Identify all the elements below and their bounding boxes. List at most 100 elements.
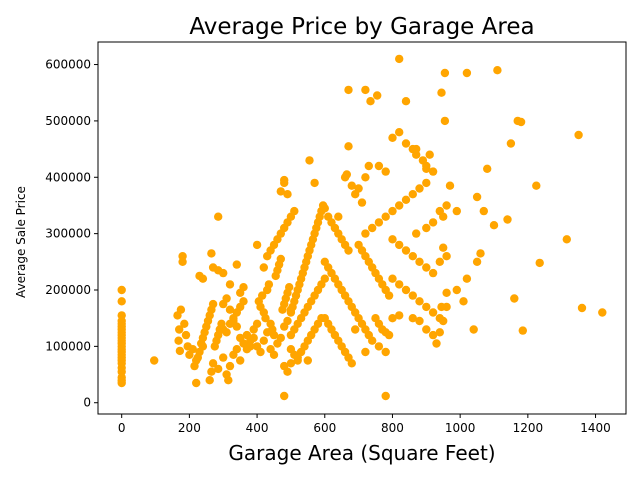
data-point — [232, 260, 241, 269]
x-tick-label: 1000 — [445, 421, 476, 435]
data-point — [269, 350, 279, 359]
data-point — [442, 288, 451, 297]
data-point — [280, 175, 289, 185]
data-point — [425, 150, 434, 159]
y-axis-ticks: 0 100000 200000 300000 400000 500000 600000 — [45, 58, 98, 410]
data-point — [374, 161, 384, 171]
data-point — [198, 342, 208, 351]
data-point — [452, 206, 461, 216]
data-point — [181, 330, 191, 340]
data-point — [401, 285, 411, 295]
data-point — [173, 311, 182, 320]
data-point — [347, 359, 356, 368]
data-point — [408, 252, 417, 261]
data-point — [395, 201, 404, 210]
data-point — [280, 391, 289, 401]
data-point — [264, 280, 274, 289]
data-point — [493, 66, 502, 75]
data-point — [246, 342, 255, 351]
data-point — [225, 305, 235, 314]
x-tick-label: 400 — [246, 421, 269, 435]
data-point — [222, 328, 231, 337]
data-point — [364, 161, 373, 171]
data-point — [381, 391, 390, 401]
data-point — [225, 361, 235, 371]
data-point — [408, 190, 417, 199]
data-point — [388, 133, 397, 142]
data-point — [445, 181, 455, 190]
data-point — [442, 252, 451, 261]
data-point — [442, 201, 451, 210]
data-point — [439, 243, 448, 252]
data-point — [388, 235, 397, 244]
data-point — [344, 85, 353, 95]
data-point — [249, 333, 258, 343]
data-point — [188, 345, 197, 354]
y-tick-label: 400000 — [45, 170, 91, 184]
data-point — [232, 322, 241, 331]
y-tick-label: 300000 — [45, 227, 91, 241]
data-point — [422, 263, 431, 272]
data-point — [412, 229, 421, 238]
x-axis-ticks: 0 200 400 600 800 1000 1200 1400 — [118, 414, 611, 435]
data-point — [357, 198, 367, 207]
data-point — [506, 139, 516, 148]
data-point — [428, 218, 438, 227]
data-point — [368, 336, 377, 345]
data-point — [422, 325, 431, 334]
y-tick-label: 500000 — [45, 114, 91, 128]
data-point — [117, 378, 126, 388]
data-point — [462, 68, 472, 78]
data-point — [459, 297, 468, 306]
data-point — [347, 181, 356, 190]
data-point — [518, 326, 527, 335]
x-tick-label: 600 — [313, 421, 336, 435]
data-point — [373, 91, 382, 100]
data-point — [252, 240, 262, 250]
data-point — [361, 347, 370, 357]
data-point — [303, 356, 312, 365]
data-point — [366, 97, 375, 106]
x-axis-label: Garage Area (Square Feet) — [228, 441, 495, 465]
axes-frame — [97, 41, 627, 415]
data-point — [384, 291, 394, 300]
data-point — [232, 345, 241, 354]
data-point — [276, 254, 285, 264]
data-point — [342, 170, 351, 179]
data-point — [219, 353, 228, 362]
data-point — [452, 285, 461, 295]
data-point — [178, 257, 187, 266]
data-point — [535, 258, 544, 268]
data-point — [205, 376, 214, 385]
data-point — [374, 218, 384, 227]
data-point — [432, 339, 441, 348]
data-point — [415, 184, 424, 193]
data-point — [150, 356, 159, 365]
data-point — [256, 347, 265, 357]
data-point — [351, 325, 360, 334]
data-point — [440, 68, 450, 78]
data-point — [483, 164, 492, 173]
data-point — [252, 319, 262, 328]
x-tick-label: 1200 — [513, 421, 544, 435]
data-point — [207, 249, 216, 258]
data-point — [261, 314, 270, 323]
data-point — [422, 302, 431, 312]
data-point — [401, 97, 411, 106]
data-point — [285, 283, 294, 292]
data-point — [198, 274, 208, 283]
data-point — [219, 268, 228, 278]
y-tick-label: 0 — [83, 396, 91, 410]
data-point — [259, 336, 268, 345]
data-point — [276, 187, 285, 196]
data-point — [214, 212, 223, 221]
data-point — [174, 336, 183, 345]
data-point — [562, 235, 571, 244]
data-point — [395, 54, 404, 64]
data-point — [361, 85, 370, 95]
data-point — [224, 376, 233, 385]
data-point — [208, 299, 218, 309]
data-points — [117, 54, 607, 401]
data-point — [259, 263, 268, 272]
x-tick-label: 200 — [178, 421, 201, 435]
